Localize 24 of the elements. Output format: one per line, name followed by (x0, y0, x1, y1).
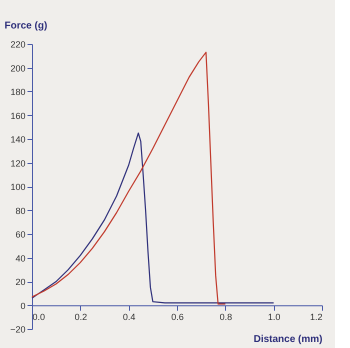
y-tick-label: 120 (10, 158, 26, 168)
x-tick-label: 0.2 (74, 312, 88, 322)
y-tick-label: 220 (10, 40, 26, 50)
y-tick-label: 200 (10, 63, 26, 74)
y-tick-label: 180 (10, 87, 26, 97)
y-tick-label: 140 (10, 134, 26, 144)
x-axis-title: Distance (mm) (254, 334, 322, 345)
y-tick-label: 160 (10, 110, 26, 121)
y-tick-label: 60 (15, 230, 26, 240)
x-tick-label: 0.4 (122, 312, 136, 322)
x-tick-label: 0.8 (220, 312, 232, 322)
x-tick-label: 1.0 (268, 312, 280, 322)
y-tick-label: 20 (15, 277, 26, 287)
y-tick-label: 80 (15, 206, 26, 216)
x-tick-label: 0.6 (171, 312, 184, 322)
y-tick-label: −20 (10, 324, 26, 334)
line-series (31, 132, 274, 304)
x-tick-label: 1.2 (310, 312, 322, 322)
y-tick-label: 100 (10, 182, 26, 192)
y-tick-label: 0 (20, 300, 26, 311)
line-series (31, 52, 226, 305)
x-tick-label: 0.0 (32, 312, 46, 322)
y-tick-label: 40 (15, 253, 26, 264)
y-axis-title: Force (g) (4, 20, 48, 32)
